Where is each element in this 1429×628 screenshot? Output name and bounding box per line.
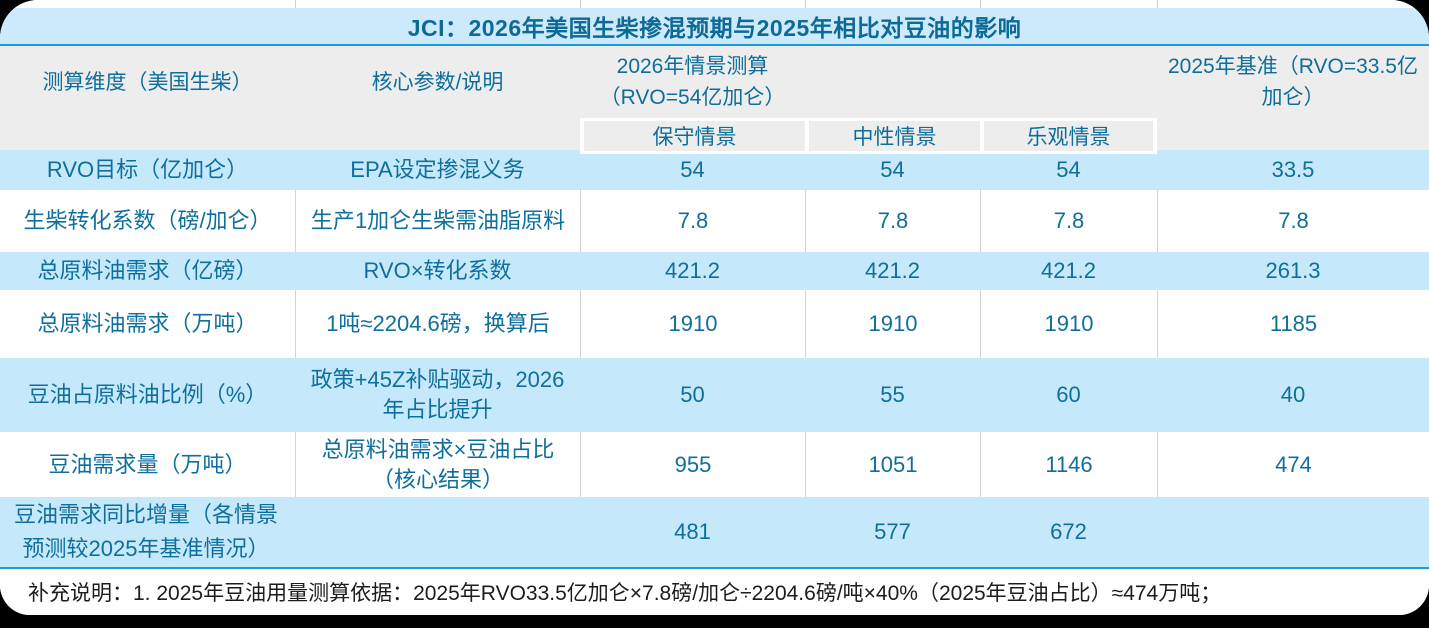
header-scenario-optimistic: 乐观情景	[980, 118, 1157, 154]
table-header: 测算维度（美国生柴） 核心参数/说明 2026年情景测算 （RVO=54亿加仑）…	[0, 46, 1429, 154]
table-row-feedstock-demand-lbs: 总原料油需求（亿磅） RVO×转化系数 421.2 421.2 421.2 26…	[0, 252, 1429, 290]
row-dimension: RVO目标（亿加仑）	[46, 157, 249, 182]
row-dimension-merged: 豆油需求同比增量（各情景预测较2025年基准情况）	[13, 502, 278, 561]
table-title: JCI：2026年美国生柴掺混预期与2025年相比对豆油的影响	[407, 15, 1022, 41]
value-optimistic: 54	[1056, 157, 1081, 182]
row-param: 总原料油需求×豆油占比（核心结果）	[295, 432, 580, 497]
value-optimistic: 60	[1056, 382, 1081, 407]
value-conservative: 1910	[580, 290, 805, 358]
value-neutral: 7.8	[805, 190, 980, 252]
value-conservative: 54	[680, 157, 705, 182]
cropped-row-above	[0, 0, 1429, 8]
value-optimistic: 1910	[980, 290, 1157, 358]
header-spacer	[805, 46, 980, 118]
header-main-row: 测算维度（美国生柴） 核心参数/说明 2026年情景测算 （RVO=54亿加仑）…	[0, 46, 1429, 118]
column-border-line	[295, 0, 296, 8]
value-baseline: 7.8	[1157, 190, 1429, 252]
table-row-conversion-factor: 生柴转化系数（磅/加仑） 生产1加仑生柴需油脂原料 7.8 7.8 7.8 7.…	[0, 190, 1429, 252]
value-conservative: 421.2	[664, 258, 721, 283]
row-dimension: 总原料油需求（亿磅）	[37, 258, 258, 283]
table-card: JCI：2026年美国生柴掺混预期与2025年相比对豆油的影响 测算维度（美国生…	[0, 0, 1429, 615]
value-conservative: 481	[674, 519, 711, 544]
row-param: 政策+45Z补贴驱动，2026年占比提升	[310, 367, 565, 422]
value-baseline: 474	[1157, 432, 1429, 497]
header-baseline-2025: 2025年基准（RVO=33.5亿加仑）	[1168, 55, 1418, 109]
header-dimension: 测算维度（美国生柴）	[42, 70, 253, 94]
header-spacer	[295, 118, 580, 154]
value-neutral: 1910	[805, 290, 980, 358]
value-neutral: 577	[874, 519, 911, 544]
header-spacer	[1157, 118, 1429, 154]
table-row-soyoil-share: 豆油占原料油比例（%） 政策+45Z补贴驱动，2026年占比提升 50 55 6…	[0, 358, 1429, 432]
value-baseline: 40	[1280, 382, 1306, 407]
value-conservative: 7.8	[580, 190, 805, 252]
value-conservative: 50	[680, 382, 705, 407]
header-group-2026-line1: 2026年情景测算	[616, 55, 769, 78]
value-neutral: 54	[880, 157, 905, 182]
value-optimistic: 421.2	[1040, 258, 1097, 283]
header-scenario-neutral: 中性情景	[805, 118, 980, 154]
header-spacer	[0, 118, 295, 154]
column-border-line	[980, 0, 981, 8]
table-row-rvo-target: RVO目标（亿加仑） EPA设定掺混义务 54 54 54 33.5	[0, 150, 1429, 190]
value-neutral: 1051	[805, 432, 980, 497]
value-baseline: 33.5	[1271, 157, 1315, 182]
column-border-line	[805, 0, 806, 8]
row-dimension: 总原料油需求（万吨）	[37, 311, 258, 336]
title-bar: JCI：2026年美国生柴掺混预期与2025年相比对豆油的影响	[0, 8, 1429, 46]
header-spacer	[980, 46, 1157, 118]
value-baseline	[1157, 497, 1429, 567]
header-scenario-conservative: 保守情景	[580, 118, 805, 154]
header-params: 核心参数/说明	[371, 70, 504, 94]
header-group-2026: 2026年情景测算 （RVO=54亿加仑）	[580, 46, 805, 118]
row-dimension: 豆油需求量（万吨）	[48, 451, 247, 477]
value-optimistic: 1146	[980, 432, 1157, 497]
column-border-line	[1157, 0, 1158, 8]
row-dimension: 生柴转化系数（磅/加仑）	[23, 208, 272, 233]
row-dimension: 豆油占原料油比例（%）	[27, 382, 268, 407]
row-param: 生产1加仑生柴需油脂原料	[295, 190, 580, 252]
row-param: RVO×转化系数	[363, 258, 512, 283]
table-row-yoy-increase: 豆油需求同比增量（各情景预测较2025年基准情况） 481 577 672	[0, 497, 1429, 567]
value-optimistic: 672	[1050, 519, 1087, 544]
value-baseline: 1185	[1157, 290, 1429, 358]
column-border-line	[580, 0, 581, 8]
table-row-feedstock-demand-tons: 总原料油需求（万吨） 1吨≈2204.6磅，换算后 1910 1910 1910…	[0, 290, 1429, 358]
value-neutral: 55	[880, 382, 905, 407]
value-neutral: 421.2	[864, 258, 921, 283]
value-conservative: 955	[580, 432, 805, 497]
table-bottom-border	[0, 567, 1429, 569]
footnote-text: 补充说明：1. 2025年豆油用量测算依据：2025年RVO33.5亿加仑×7.…	[28, 582, 1222, 605]
value-optimistic: 7.8	[980, 190, 1157, 252]
table-row-soyoil-demand: 豆油需求量（万吨） 总原料油需求×豆油占比（核心结果） 955 1051 114…	[0, 432, 1429, 497]
footnote-bar: 补充说明：1. 2025年豆油用量测算依据：2025年RVO33.5亿加仑×7.…	[0, 569, 1429, 615]
row-param: 1吨≈2204.6磅，换算后	[295, 290, 580, 358]
value-baseline: 261.3	[1265, 258, 1321, 283]
header-group-2026-line2: （RVO=54亿加仑）	[599, 86, 786, 109]
row-param: EPA设定掺混义务	[350, 157, 525, 182]
header-scenario-row: 保守情景 中性情景 乐观情景	[0, 118, 1429, 154]
